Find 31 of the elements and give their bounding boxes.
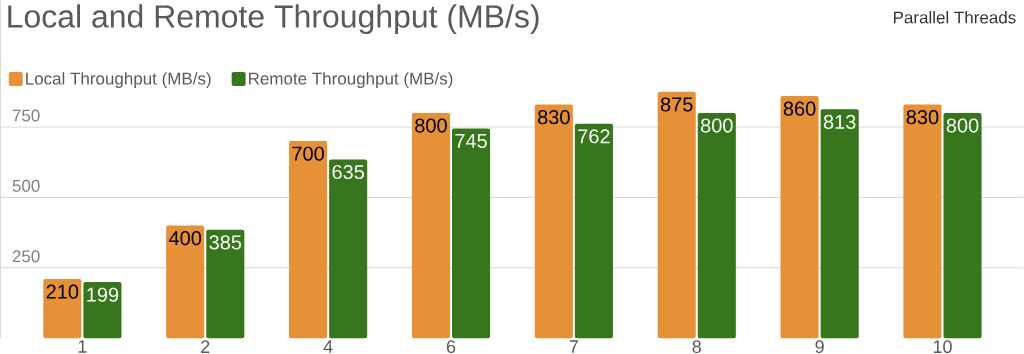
y-tick-label: 250	[12, 250, 40, 263]
data-label: 830	[906, 110, 939, 125]
data-label: 210	[46, 284, 79, 299]
legend-label: Local Throughput (MB/s)	[26, 72, 211, 88]
chart-title: Local and Remote Throughput (MB/s)	[8, 4, 539, 35]
data-label: 875	[660, 97, 693, 112]
data-label: 400	[168, 231, 202, 246]
x-tick-label: 6	[446, 340, 456, 354]
y-tick-label: 750	[12, 109, 40, 122]
x-tick-label: 8	[692, 340, 701, 354]
data-label: 385	[209, 235, 242, 250]
data-label: 860	[783, 101, 816, 116]
legend-label: Remote Throughput (MB/s)	[249, 72, 453, 88]
data-label: 800	[700, 118, 733, 133]
data-label: 762	[578, 129, 610, 144]
data-label: 700	[292, 146, 324, 161]
x-tick-label: 1	[78, 340, 87, 353]
x-tick-label: 2	[201, 340, 210, 353]
x-tick-label: 9	[815, 340, 824, 354]
x-tick-label: 7	[569, 340, 578, 353]
data-label: 813	[823, 114, 856, 129]
x-tick-label: 10	[933, 340, 952, 354]
y-tick-label: 500	[12, 179, 40, 192]
x-tick-label: 4	[323, 340, 333, 353]
data-label: 830	[538, 110, 570, 125]
data-label: 800	[415, 118, 447, 133]
data-label: 800	[946, 118, 979, 133]
data-label: 745	[455, 133, 487, 148]
data-label: 199	[87, 287, 119, 302]
data-label: 635	[332, 164, 364, 180]
x-axis-title: Parallel Threads	[893, 11, 1016, 24]
